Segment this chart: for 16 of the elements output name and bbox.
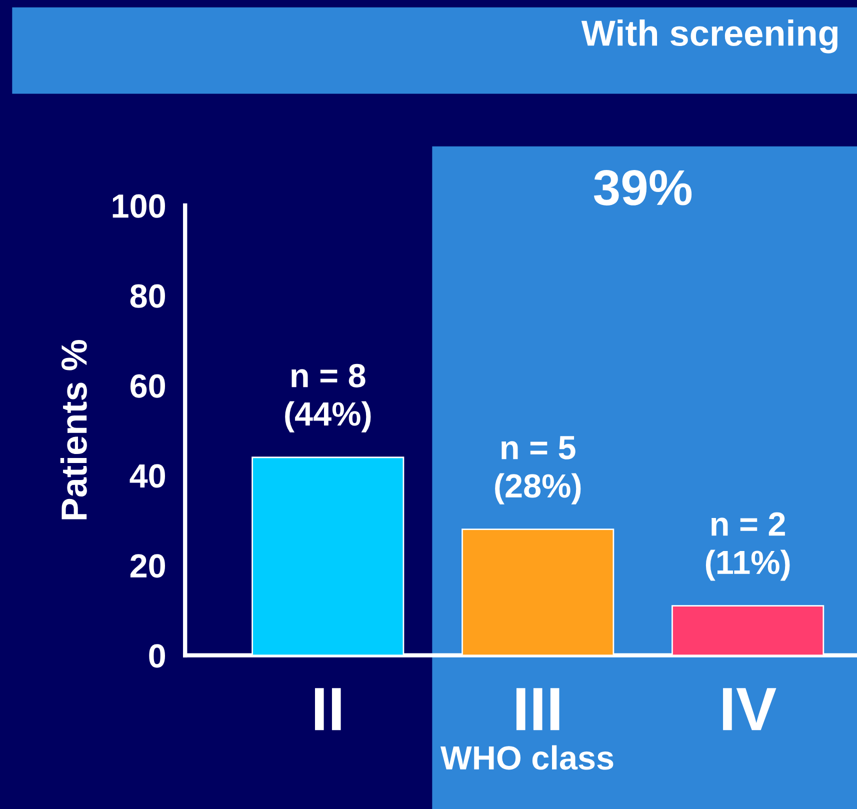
x-tick-label: II xyxy=(315,688,341,730)
x-tick-label: III xyxy=(516,688,560,730)
data-label: n = 2 (11%) xyxy=(706,512,790,581)
y-tick-label: 0 xyxy=(149,644,165,668)
y-tick-label: 20 xyxy=(130,554,165,578)
chart-title: With screening xyxy=(581,19,838,54)
data-label: n = 5 (28%) xyxy=(495,436,581,504)
band-label: 39% xyxy=(594,170,692,206)
y-axis-title: Patients % xyxy=(60,340,87,520)
x-axis-title: WHO class xyxy=(440,745,614,770)
y-tick-label: 100 xyxy=(112,194,165,218)
y-tick-label: 40 xyxy=(130,464,165,488)
y-tick-label: 60 xyxy=(130,374,165,398)
x-tick-label: IV xyxy=(723,688,776,730)
data-label: n = 8 (44%) xyxy=(285,364,371,432)
y-tick-label: 80 xyxy=(130,284,165,308)
